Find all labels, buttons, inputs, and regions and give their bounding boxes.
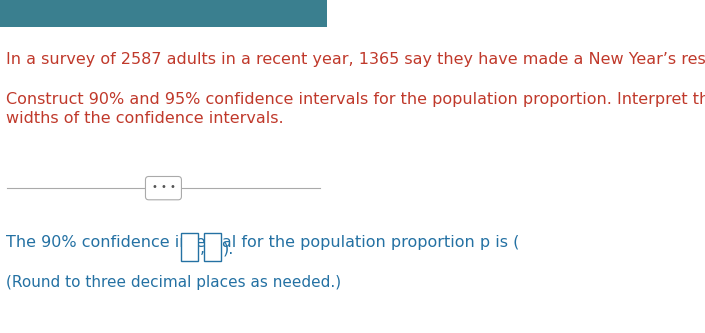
FancyBboxPatch shape xyxy=(181,233,198,261)
Text: (Round to three decimal places as needed.): (Round to three decimal places as needed… xyxy=(6,275,341,290)
FancyBboxPatch shape xyxy=(0,0,327,27)
Text: • • •: • • • xyxy=(152,182,176,192)
Text: In a survey of 2587 adults in a recent year, 1365 say they have made a New Year’: In a survey of 2587 adults in a recent y… xyxy=(6,52,705,67)
Text: The 90% confidence interval for the population proportion p is (: The 90% confidence interval for the popu… xyxy=(6,235,520,250)
Text: ).: ). xyxy=(223,241,234,256)
FancyBboxPatch shape xyxy=(145,176,181,200)
Text: Construct 90% and 95% confidence intervals for the population proportion. Interp: Construct 90% and 95% confidence interva… xyxy=(6,92,705,127)
FancyBboxPatch shape xyxy=(204,233,221,261)
Text: ,: , xyxy=(200,241,205,256)
